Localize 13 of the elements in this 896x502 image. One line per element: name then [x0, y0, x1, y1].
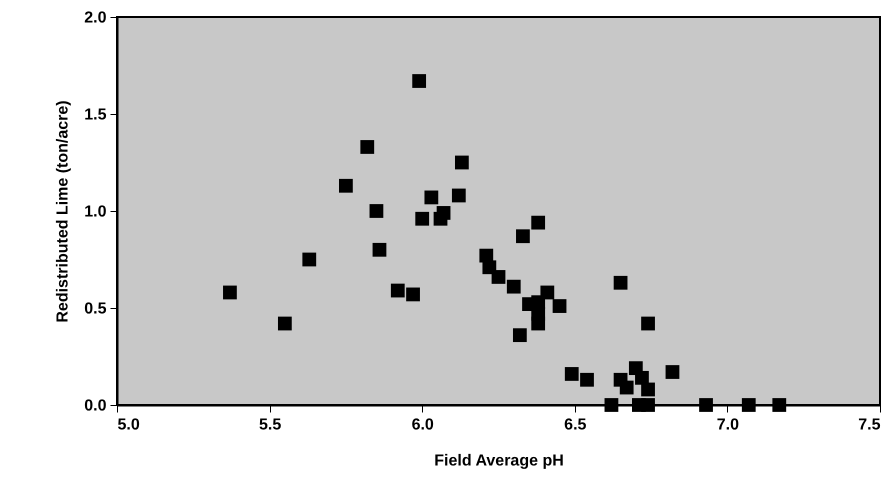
x-tick-label: 6.0 — [412, 416, 434, 434]
y-tick-label: 1.0 — [84, 204, 107, 220]
y-tick-label: 1.5 — [84, 106, 107, 124]
x-tick-label: 6.5 — [564, 416, 587, 434]
y-tick-label: 0.5 — [84, 300, 107, 318]
y-axis-title: Redistributed Lime (ton/acre) — [54, 100, 72, 323]
x-tick-label: 7.0 — [716, 416, 740, 434]
x-axis-title: Field Average pH — [434, 452, 564, 470]
x-tick-label: 5.5 — [258, 416, 282, 434]
y-tick-label: 2.0 — [84, 10, 107, 26]
x-tick-label: 5.0 — [118, 416, 140, 434]
x-tick-label: 7.5 — [858, 416, 881, 434]
y-tick-label: 0.0 — [84, 398, 107, 414]
